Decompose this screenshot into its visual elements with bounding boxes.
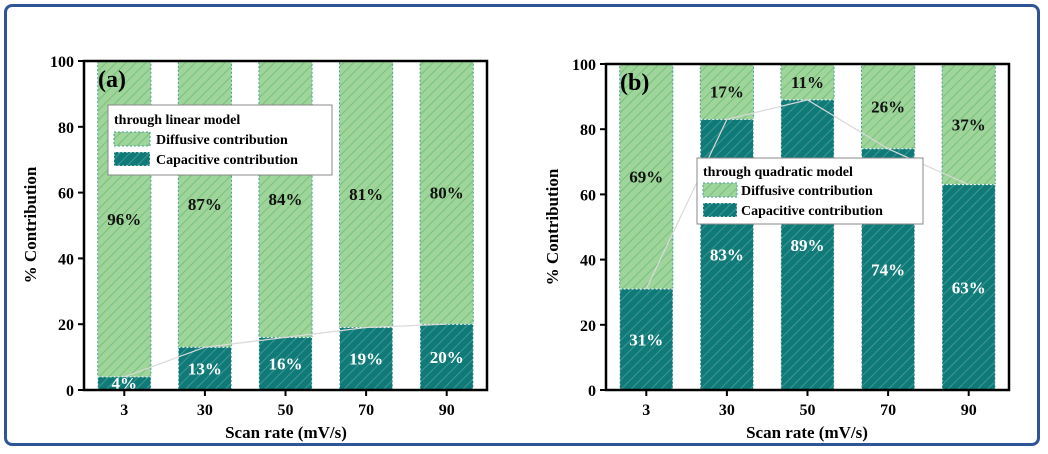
y-tick-label: 80 [580, 122, 596, 139]
y-axis-label: % Contribution [21, 166, 40, 283]
legend-swatch-capacitive [702, 202, 738, 218]
legend-swatch-diffusive [113, 131, 151, 147]
capacitive-trend-line [124, 323, 447, 378]
x-tick-label: 30 [719, 402, 735, 419]
data-label-capacitive: 16% [269, 355, 303, 374]
y-tick-label: 0 [588, 383, 596, 400]
y-tick-label: 40 [58, 251, 74, 268]
x-tick-label: 50 [278, 402, 294, 419]
data-label-diffusive: 17% [710, 83, 744, 102]
data-label-diffusive: 80% [430, 184, 464, 203]
data-label-capacitive: 19% [349, 350, 383, 369]
legend-swatch-diffusive [702, 182, 738, 198]
bar-diffusive [419, 60, 474, 325]
legend-label-capacitive: Capacitive contribution [741, 204, 883, 219]
panel-a: 96% 4% 87% 13% 84% 16% 81% 19% 80% 20% 3 30 50 70 90 0… [21, 54, 489, 442]
x-tick-label: 3 [642, 402, 650, 419]
legend: through linear model Diffusive contribut… [107, 104, 333, 176]
data-label-diffusive: 69% [629, 167, 663, 186]
legend-title: through quadratic model [703, 165, 853, 180]
bar-diffusive [780, 63, 835, 101]
legend-title: through linear model [114, 113, 240, 128]
panel-b: 69% 31% 17% 83% 11% 89% 26% 74% 37% 63% 3 30 50 70 90… [543, 57, 1011, 442]
y-tick-label: 60 [58, 186, 74, 203]
data-label-diffusive: 96% [107, 210, 141, 229]
legend: through quadratic model Diffusive contri… [696, 157, 924, 225]
y-tick-label: 0 [66, 383, 74, 400]
legend-label-diffusive: Diffusive contribution [741, 184, 873, 199]
legend-label-capacitive: Capacitive contribution [156, 153, 298, 168]
x-tick-label: 70 [880, 402, 896, 419]
x-tick-label: 90 [961, 402, 977, 419]
x-tick-label: 50 [800, 402, 816, 419]
y-tick-label: 60 [580, 187, 596, 204]
data-label-diffusive: 37% [952, 115, 986, 134]
data-label-diffusive: 11% [791, 73, 824, 92]
data-label-capacitive: 74% [871, 260, 905, 279]
bar-diffusive [339, 60, 394, 328]
y-tick-label: 40 [580, 253, 596, 270]
y-tick-label: 20 [58, 317, 74, 334]
data-label-capacitive: 13% [188, 360, 222, 379]
panel-label: (a) [98, 67, 126, 93]
y-axis-label: % Contribution [543, 168, 562, 285]
data-label-capacitive: 20% [430, 348, 464, 367]
data-label-capacitive: 31% [629, 330, 663, 349]
data-label-capacitive: 89% [791, 236, 825, 255]
legend-swatch-capacitive [113, 151, 151, 167]
bar-diffusive [699, 63, 754, 120]
bar-diffusive [941, 63, 996, 186]
legend-label-diffusive: Diffusive contribution [156, 133, 288, 148]
y-tick-label: 20 [580, 318, 596, 335]
bar-capacitive [780, 99, 835, 391]
bar-diffusive [861, 63, 916, 150]
x-tick-label: 90 [439, 402, 455, 419]
x-axis-label: Scan rate (mV/s) [225, 423, 347, 442]
data-label-capacitive: 4% [112, 374, 138, 393]
y-tick-label: 100 [572, 57, 596, 74]
data-label-capacitive: 83% [710, 246, 744, 265]
panel-label: (b) [620, 70, 649, 96]
data-label-diffusive: 26% [871, 97, 905, 116]
x-tick-label: 70 [358, 402, 374, 419]
y-tick-label: 100 [50, 54, 74, 71]
data-label-diffusive: 81% [349, 185, 383, 204]
data-label-diffusive: 87% [188, 195, 222, 214]
data-label-capacitive: 63% [952, 278, 986, 297]
x-axis-label: Scan rate (mV/s) [746, 423, 868, 442]
bar-capacitive [339, 326, 394, 391]
x-tick-label: 30 [197, 402, 213, 419]
y-tick-label: 80 [58, 120, 74, 137]
data-label-diffusive: 84% [269, 190, 303, 209]
x-tick-label: 3 [120, 402, 128, 419]
